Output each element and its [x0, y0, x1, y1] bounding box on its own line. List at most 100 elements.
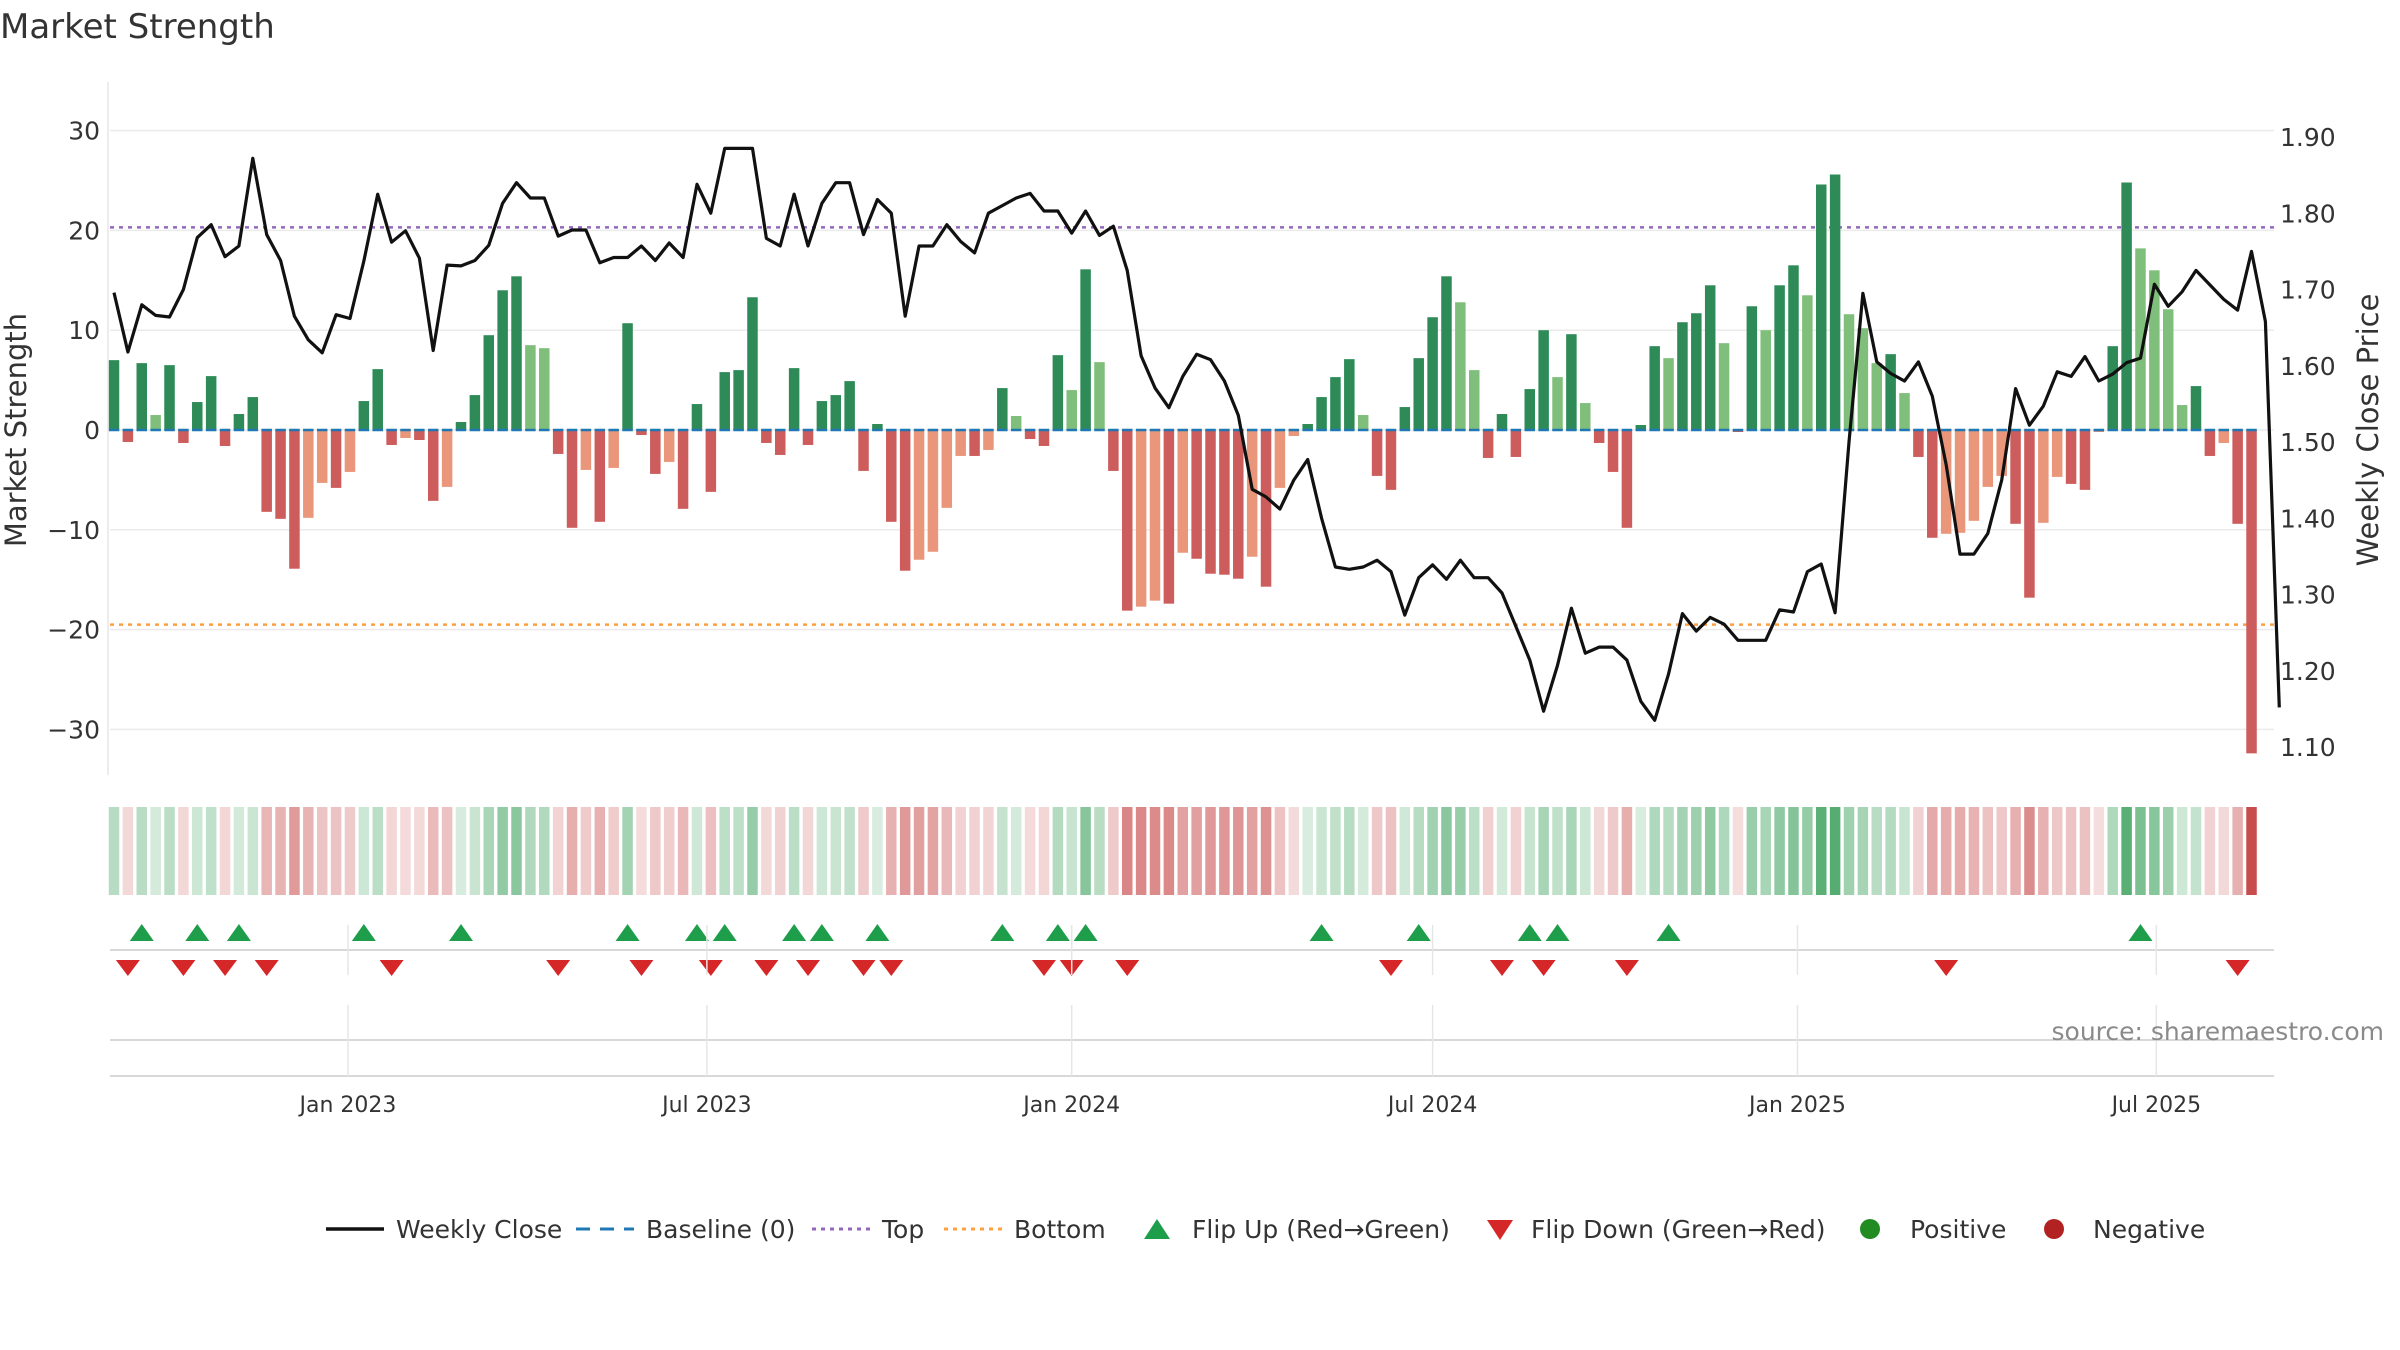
- heat-cell: [1233, 807, 1244, 895]
- strength-bar: [1191, 430, 1202, 559]
- strength-bar: [136, 363, 148, 430]
- heat-cell: [955, 807, 966, 895]
- strength-bar: [1649, 346, 1660, 430]
- y-tick-label: −10: [47, 516, 100, 545]
- strength-bar: [997, 388, 1008, 430]
- heat-cell: [1927, 807, 1938, 895]
- heat-cell: [261, 807, 272, 895]
- strength-bar: [1746, 306, 1758, 430]
- strength-bar: [2176, 405, 2188, 430]
- legend-weekly-close: Weekly Close: [396, 1215, 562, 1244]
- heat-cell: [1746, 807, 1758, 895]
- strength-bar: [1205, 430, 1216, 574]
- flip-down-marker: [879, 960, 904, 976]
- chart-title: Market Strength: [0, 7, 275, 47]
- strength-bar: [761, 430, 772, 443]
- strength-bar: [1344, 359, 1355, 430]
- heat-cell: [886, 807, 897, 895]
- heat-cell: [1094, 807, 1105, 895]
- strength-bar: [2204, 430, 2216, 456]
- x-tick-label: Jul 2024: [1386, 1093, 1478, 1118]
- heat-cell: [913, 807, 925, 895]
- heat-cell: [941, 807, 953, 895]
- flip-up-marker: [684, 924, 709, 941]
- weekly-close-line-group: [112, 146, 2281, 722]
- heat-cell: [1260, 807, 1272, 895]
- heat-cell: [511, 807, 522, 895]
- strength-bar: [1094, 362, 1105, 430]
- strength-bar: [2107, 346, 2118, 430]
- flip-down-marker: [254, 960, 279, 976]
- heat-cell: [677, 807, 689, 895]
- heat-cell: [844, 807, 855, 895]
- strength-bar: [1774, 285, 1785, 430]
- heat-cell: [330, 807, 342, 895]
- heat-cell: [1121, 807, 1133, 895]
- strength-bar: [1371, 430, 1383, 476]
- heat-cell: [1163, 807, 1175, 895]
- strength-bar: [2149, 270, 2160, 430]
- y2-tick-label: 1.10: [2280, 733, 2336, 762]
- heat-cell: [1246, 807, 1258, 895]
- heat-cell: [2246, 807, 2257, 895]
- heat-cell: [1607, 807, 1619, 895]
- strength-bar: [1593, 430, 1605, 443]
- flip-down-marker: [379, 960, 404, 976]
- heat-cell: [2135, 807, 2146, 895]
- heat-cell: [400, 807, 411, 895]
- strength-bar: [1899, 393, 1910, 430]
- strength-bar: [816, 401, 828, 430]
- legend-flip-up: Flip Up (Red→Green): [1192, 1215, 1450, 1244]
- heat-cell: [1316, 807, 1327, 895]
- strength-bar: [205, 376, 217, 430]
- strength-bar: [983, 430, 994, 450]
- heat-cell: [441, 807, 453, 895]
- strength-bar: [1024, 430, 1036, 439]
- heat-cell: [1108, 807, 1119, 895]
- flip-up-marker: [1517, 924, 1542, 941]
- heat-cell: [1857, 807, 1869, 895]
- heat-cell: [802, 807, 814, 895]
- strength-bar: [2065, 430, 2077, 484]
- heat-cell: [1330, 807, 1341, 895]
- heat-cell: [303, 807, 314, 895]
- strength-bar: [1330, 377, 1341, 430]
- heat-cell: [747, 807, 758, 895]
- x-tick-label: Jan 2023: [298, 1093, 397, 1118]
- strength-bar: [2010, 430, 2021, 524]
- legend: Weekly Close Baseline (0) Top Bottom Fli…: [326, 1215, 2205, 1244]
- heat-cell: [1871, 807, 1883, 895]
- heat-cell: [1302, 807, 1313, 895]
- strength-bar: [1691, 313, 1702, 430]
- strength-bar: [1524, 389, 1536, 430]
- flip-up-marker: [1545, 924, 1570, 941]
- strength-bar: [1871, 363, 1883, 430]
- heat-cell: [539, 807, 550, 895]
- heat-cell: [2162, 807, 2174, 895]
- heat-cell: [1593, 807, 1605, 895]
- strength-bar: [1538, 330, 1549, 430]
- strength-bar: [719, 372, 730, 430]
- strength-bar: [872, 424, 883, 430]
- heat-cell: [594, 807, 606, 895]
- strength-bar: [1288, 430, 1300, 436]
- strength-bar: [386, 430, 397, 445]
- x-tick-label: Jul 2023: [660, 1093, 752, 1118]
- heat-cell: [1913, 807, 1924, 895]
- strength-bar: [2162, 309, 2174, 430]
- x-tick-label: Jan 2024: [1021, 1093, 1120, 1118]
- strength-bar: [927, 430, 939, 552]
- strength-bar: [1233, 430, 1244, 579]
- flip-up-marker: [185, 924, 210, 941]
- y2-tick-label: 1.40: [2280, 504, 2336, 533]
- heat-cell: [663, 807, 675, 895]
- strength-bar: [441, 430, 453, 487]
- heat-cell: [1663, 807, 1674, 895]
- flip-down-marker: [1490, 960, 1514, 976]
- heat-cell: [150, 807, 161, 895]
- heat-cell: [1010, 807, 1022, 895]
- flip-up-marker: [1073, 924, 1098, 941]
- strength-bar: [1940, 430, 1952, 534]
- strength-bar: [691, 404, 703, 430]
- flip-up-marker: [449, 924, 473, 941]
